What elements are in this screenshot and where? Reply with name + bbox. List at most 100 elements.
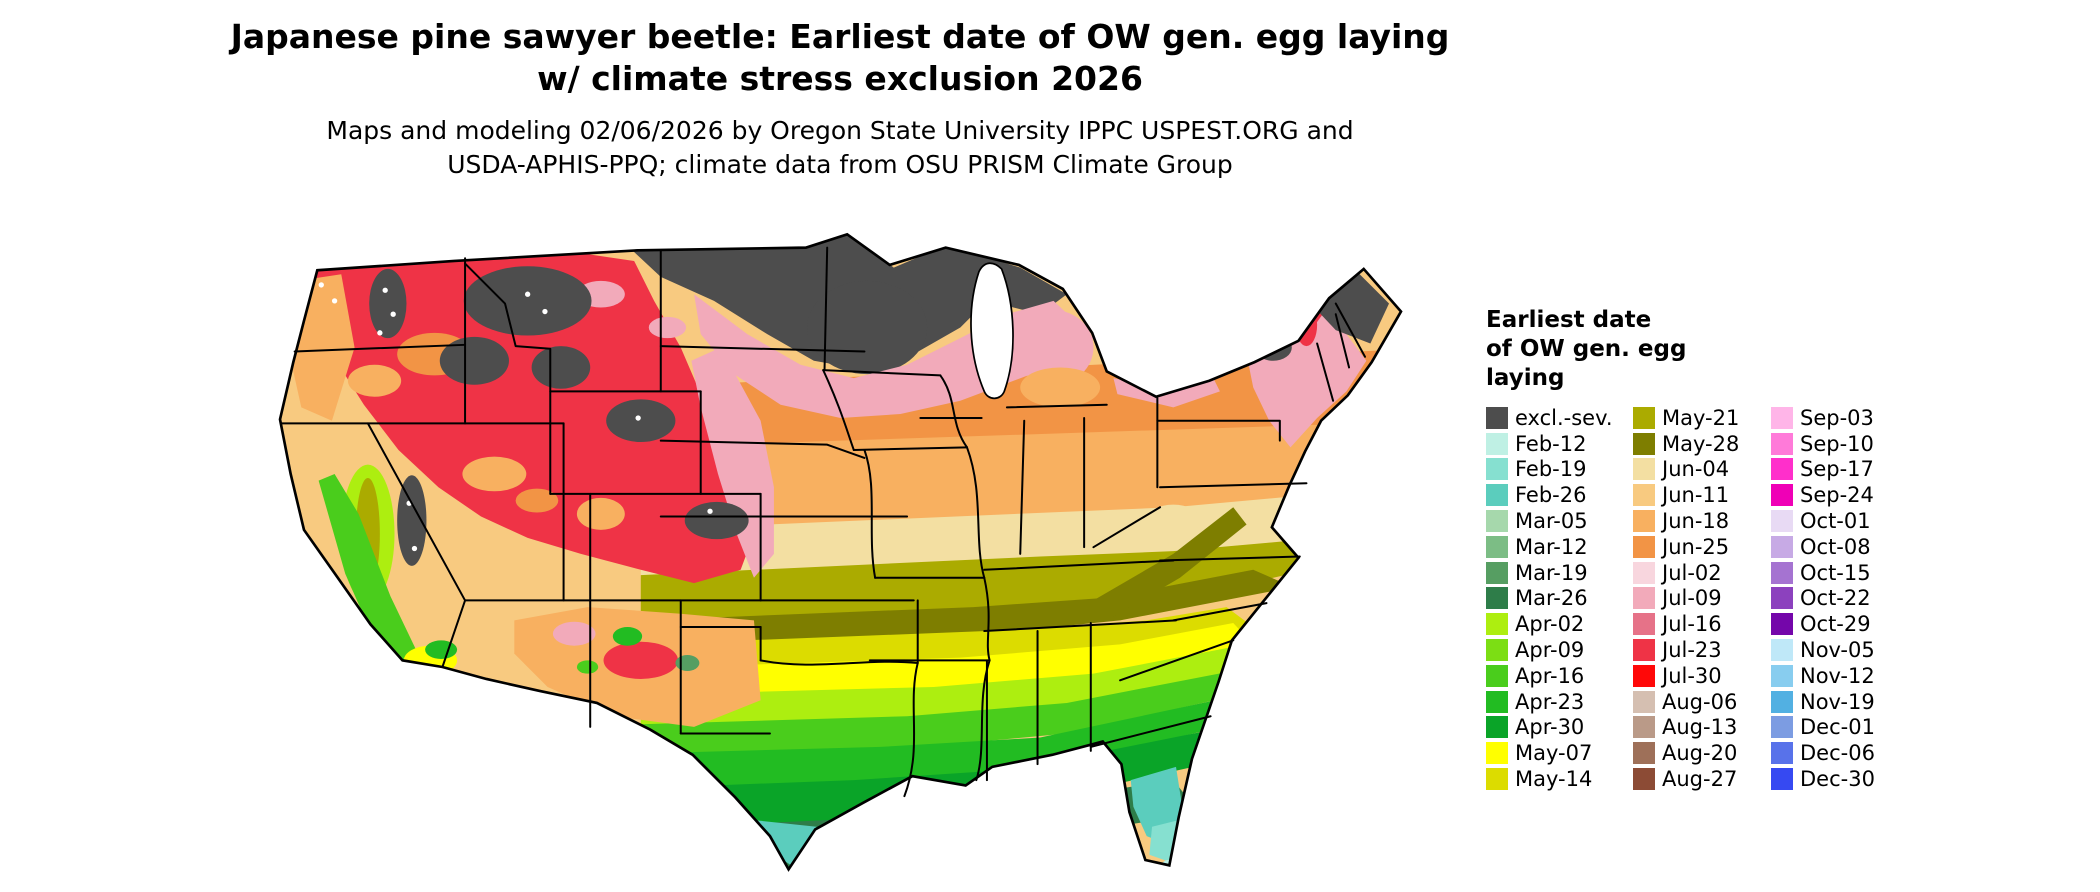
legend-label: Oct-29 xyxy=(1800,612,1871,637)
map-subtitle: Maps and modeling 02/06/2026 by Oregon S… xyxy=(0,114,1680,182)
legend-label: Nov-05 xyxy=(1800,638,1875,663)
legend-label: Mar-05 xyxy=(1515,509,1588,534)
legend-label: Aug-06 xyxy=(1662,689,1738,714)
legend-item: May-14 xyxy=(1486,766,1613,792)
legend-label: May-07 xyxy=(1515,741,1593,766)
legend-swatch xyxy=(1633,613,1655,636)
legend-swatch xyxy=(1771,716,1793,739)
legend-item: Aug-06 xyxy=(1633,689,1739,715)
legend-label: Dec-30 xyxy=(1800,767,1875,792)
legend-label: May-28 xyxy=(1662,431,1740,456)
legend-swatch xyxy=(1486,664,1508,687)
legend-item: Feb-19 xyxy=(1486,457,1613,483)
legend-swatch xyxy=(1771,561,1793,584)
legend-swatch xyxy=(1486,587,1508,610)
legend-item: Dec-30 xyxy=(1771,766,1875,792)
legend-label: Oct-15 xyxy=(1800,560,1871,585)
legend-swatch xyxy=(1486,561,1508,584)
legend-swatch xyxy=(1486,484,1508,507)
legend-item: Oct-08 xyxy=(1771,534,1875,560)
map-color-regions xyxy=(280,234,1401,870)
legend-columns: excl.-sev. Feb-12 Feb-19 Feb-26 Mar-05 Mar-12… xyxy=(1486,405,1916,805)
legend-item: Mar-12 xyxy=(1486,534,1613,560)
legend-label: Nov-19 xyxy=(1800,689,1875,714)
legend-label: Apr-23 xyxy=(1515,689,1585,714)
legend-item: Jun-04 xyxy=(1633,457,1739,483)
legend-swatch xyxy=(1486,510,1508,533)
legend-item: Aug-20 xyxy=(1633,740,1739,766)
us-map-container xyxy=(241,221,1440,884)
state-borders xyxy=(280,246,1367,798)
legend-item: Oct-29 xyxy=(1771,611,1875,637)
legend-item: Mar-19 xyxy=(1486,560,1613,586)
legend-label: Mar-26 xyxy=(1515,586,1588,611)
legend-item: Sep-03 xyxy=(1771,405,1875,431)
legend-item: Jun-18 xyxy=(1633,508,1739,534)
legend-item: Jun-11 xyxy=(1633,482,1739,508)
subtitle-line2: USDA-APHIS-PPQ; climate data from OSU PR… xyxy=(447,150,1233,179)
lake-michigan xyxy=(970,262,1014,400)
legend-label: Feb-12 xyxy=(1515,431,1587,456)
map-header: Japanese pine sawyer beetle: Earliest da… xyxy=(0,16,1680,182)
legend-item: Jul-16 xyxy=(1633,611,1739,637)
legend-item: May-28 xyxy=(1633,431,1739,457)
legend-item: Jun-25 xyxy=(1633,534,1739,560)
legend-item: Feb-26 xyxy=(1486,482,1613,508)
legend-title-line2: of OW gen. egg xyxy=(1486,336,1687,362)
legend-label: Dec-06 xyxy=(1800,741,1875,766)
legend-label: Jul-23 xyxy=(1662,638,1722,663)
legend-swatch xyxy=(1633,690,1655,713)
legend-label: Apr-02 xyxy=(1515,612,1585,637)
legend-swatch xyxy=(1486,535,1508,558)
legend-column-2: May-21 May-28 Jun-04 Jun-11 Jun-18 Jun-25 Jul-… xyxy=(1633,405,1739,792)
legend-item: Apr-02 xyxy=(1486,611,1613,637)
legend-label: Aug-20 xyxy=(1662,741,1738,766)
legend-item: Dec-06 xyxy=(1771,740,1875,766)
legend-label: Sep-10 xyxy=(1800,431,1874,456)
legend-item: Oct-15 xyxy=(1771,560,1875,586)
legend-label: Sep-03 xyxy=(1800,405,1874,430)
legend-label: Sep-17 xyxy=(1800,457,1874,482)
legend-title-line3: laying xyxy=(1486,365,1565,391)
legend-swatch xyxy=(1771,742,1793,765)
legend-item: Sep-10 xyxy=(1771,431,1875,457)
page-title-line2: w/ climate stress exclusion 2026 xyxy=(537,59,1143,98)
legend-item: Dec-01 xyxy=(1771,715,1875,741)
legend-item: Apr-23 xyxy=(1486,689,1613,715)
legend-swatch xyxy=(1633,742,1655,765)
legend-label: excl.-sev. xyxy=(1515,405,1613,430)
legend-swatch xyxy=(1633,535,1655,558)
legend-item: Apr-16 xyxy=(1486,663,1613,689)
legend-swatch xyxy=(1771,458,1793,481)
legend-swatch xyxy=(1633,406,1655,429)
legend-label: Nov-12 xyxy=(1800,663,1875,688)
legend-label: Jun-11 xyxy=(1662,483,1730,508)
legend-swatch xyxy=(1633,664,1655,687)
legend-item: Oct-22 xyxy=(1771,586,1875,612)
map-legend: Earliest date of OW gen. egg laying excl… xyxy=(1486,306,1916,805)
legend-label: Aug-27 xyxy=(1662,767,1738,792)
legend-swatch xyxy=(1771,406,1793,429)
legend-swatch xyxy=(1633,561,1655,584)
legend-swatch xyxy=(1771,639,1793,662)
legend-swatch xyxy=(1633,716,1655,739)
legend-label: Feb-19 xyxy=(1515,457,1587,482)
legend-swatch xyxy=(1771,510,1793,533)
legend-item: Aug-13 xyxy=(1633,715,1739,741)
legend-label: Mar-12 xyxy=(1515,534,1588,559)
legend-label: Aug-13 xyxy=(1662,715,1738,740)
legend-swatch xyxy=(1486,768,1508,791)
legend-item: Jul-30 xyxy=(1633,663,1739,689)
legend-title-line1: Earliest date xyxy=(1486,307,1652,333)
legend-swatch xyxy=(1486,432,1508,455)
legend-swatch xyxy=(1771,587,1793,610)
legend-swatch xyxy=(1771,613,1793,636)
legend-swatch xyxy=(1486,639,1508,662)
subtitle-line1: Maps and modeling 02/06/2026 by Oregon S… xyxy=(326,116,1354,145)
legend-swatch xyxy=(1486,690,1508,713)
legend-item: Mar-05 xyxy=(1486,508,1613,534)
legend-item: Mar-26 xyxy=(1486,586,1613,612)
excluded-peaks xyxy=(318,282,713,552)
legend-swatch xyxy=(1486,613,1508,636)
